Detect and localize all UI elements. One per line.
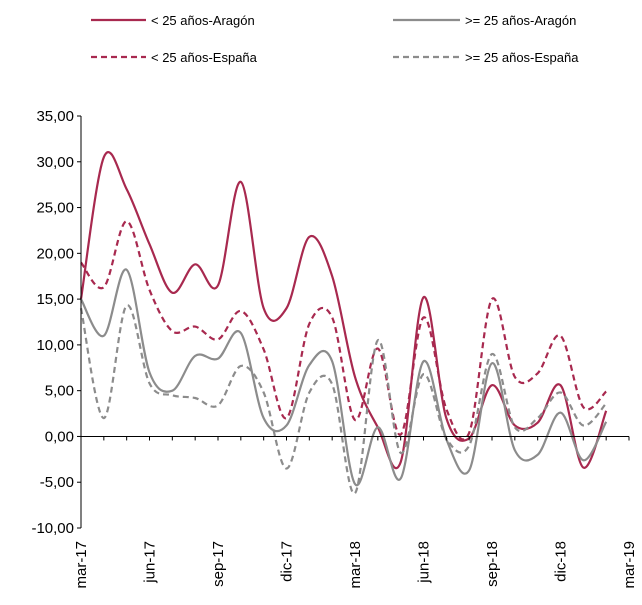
x-tick-label: dic-18 <box>553 541 570 582</box>
x-tick-label: jun-17 <box>142 541 159 584</box>
y-tick-label: 0,00 <box>45 428 74 445</box>
y-tick-label: 10,00 <box>36 337 74 354</box>
x-tick-label: mar-17 <box>73 541 90 589</box>
y-tick-label: 30,00 <box>36 154 74 171</box>
legend-item-3: < 25 años-España <box>91 50 258 65</box>
series-line-3 <box>80 220 607 441</box>
y-tick-label: -10,00 <box>31 520 74 537</box>
x-tick-label: jun-18 <box>416 541 433 584</box>
y-tick-label: 20,00 <box>36 245 74 262</box>
legend-item-4: >= 25 años-España <box>393 50 579 65</box>
legend-item-1: < 25 años-Aragón <box>91 13 255 28</box>
x-tick-label: mar-18 <box>347 541 364 589</box>
y-tick-label: 5,00 <box>45 383 74 400</box>
legend-label: >= 25 años-España <box>465 50 579 65</box>
legend: < 25 años-Aragón >= 25 años-Aragón < 25 añ… <box>91 13 579 65</box>
x-tick-label: mar-19 <box>621 541 638 589</box>
x-tick-label: sep-17 <box>210 541 227 587</box>
y-tick-label: -5,00 <box>40 474 74 491</box>
series-line-4 <box>79 304 607 495</box>
y-tick-label: 15,00 <box>36 291 74 308</box>
series-layer <box>79 151 608 495</box>
y-tick-label: 35,00 <box>36 108 74 125</box>
y-tick-label: 25,00 <box>36 200 74 217</box>
legend-label: < 25 años-España <box>151 50 258 65</box>
legend-label: < 25 años-Aragón <box>151 13 255 28</box>
series-line-1 <box>79 151 608 470</box>
x-tick-label: dic-17 <box>279 541 296 582</box>
axes: 35,00 30,00 25,00 20,00 15,00 10,00 5,00 0,00 -5… <box>31 108 638 589</box>
legend-label: >= 25 años-Aragón <box>465 13 576 28</box>
x-tick-label: sep-18 <box>484 541 501 587</box>
legend-item-2: >= 25 años-Aragón <box>393 13 576 28</box>
